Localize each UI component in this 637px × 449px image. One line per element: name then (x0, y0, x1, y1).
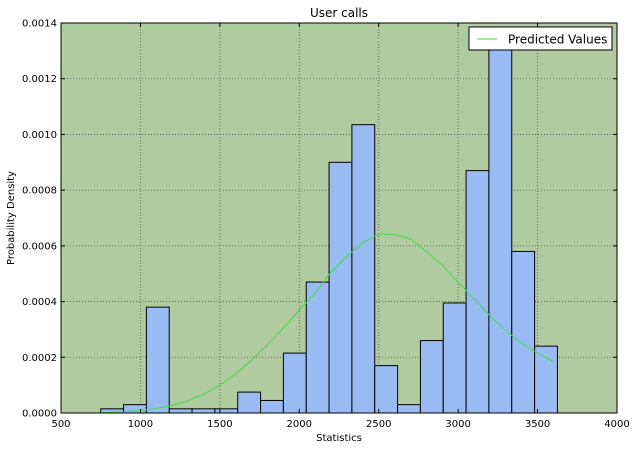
legend-label: Predicted Values (508, 33, 607, 47)
y-tick-label: 0.0002 (22, 353, 57, 364)
y-tick-label: 0.0006 (22, 241, 57, 252)
legend: Predicted Values (468, 26, 613, 51)
histogram-bar (511, 250, 536, 414)
x-axis-title: Statistics (316, 433, 362, 444)
histogram-bar (237, 391, 262, 414)
histogram-bar (419, 340, 444, 414)
legend-box (468, 26, 613, 51)
histogram-bar (374, 365, 399, 414)
histogram-bar (214, 408, 239, 414)
x-tick-label: 1000 (128, 419, 153, 430)
x-tick-label: 3000 (445, 419, 470, 430)
y-tick-label: 0.0014 (22, 19, 57, 30)
x-tick-label: 2500 (366, 419, 391, 430)
x-tick-label: 500 (51, 419, 70, 430)
histogram-bar (305, 281, 330, 414)
histogram-bar (442, 302, 467, 414)
predicted-line-layer (100, 233, 554, 414)
histogram-bar (191, 408, 216, 414)
y-tick-label: 0.0004 (22, 297, 57, 308)
axis-ticks: 500 1000 1500 2000 2500 3000 3500 4000 0.0000 0.0… (22, 19, 630, 431)
histogram-bar (282, 352, 307, 414)
histogram-bars (100, 39, 558, 414)
x-tick-label: 1500 (207, 419, 232, 430)
y-tick-label: 0.0008 (22, 186, 57, 197)
y-axis-title: Probability Density (6, 171, 17, 265)
predicted-values-line (100, 233, 554, 414)
y-tick-label: 0.0012 (22, 74, 57, 85)
x-tick-label: 3500 (525, 419, 550, 430)
histogram-bar (465, 170, 490, 414)
histogram-bar (397, 404, 421, 414)
x-tick-label: 4000 (604, 419, 629, 430)
chart-title: User calls (310, 6, 368, 20)
histogram-bar (488, 39, 513, 414)
histogram-bar (534, 345, 558, 414)
plot-frame (60, 22, 618, 414)
histogram-bar (260, 399, 284, 414)
histogram-bar (351, 124, 376, 414)
histogram-bar (328, 161, 353, 414)
x-tick-label: 2000 (287, 419, 312, 430)
y-tick-label: 0.0000 (22, 409, 57, 420)
histogram-bar (145, 306, 170, 414)
y-tick-label: 0.0010 (22, 130, 57, 141)
histogram-bar (168, 408, 193, 414)
